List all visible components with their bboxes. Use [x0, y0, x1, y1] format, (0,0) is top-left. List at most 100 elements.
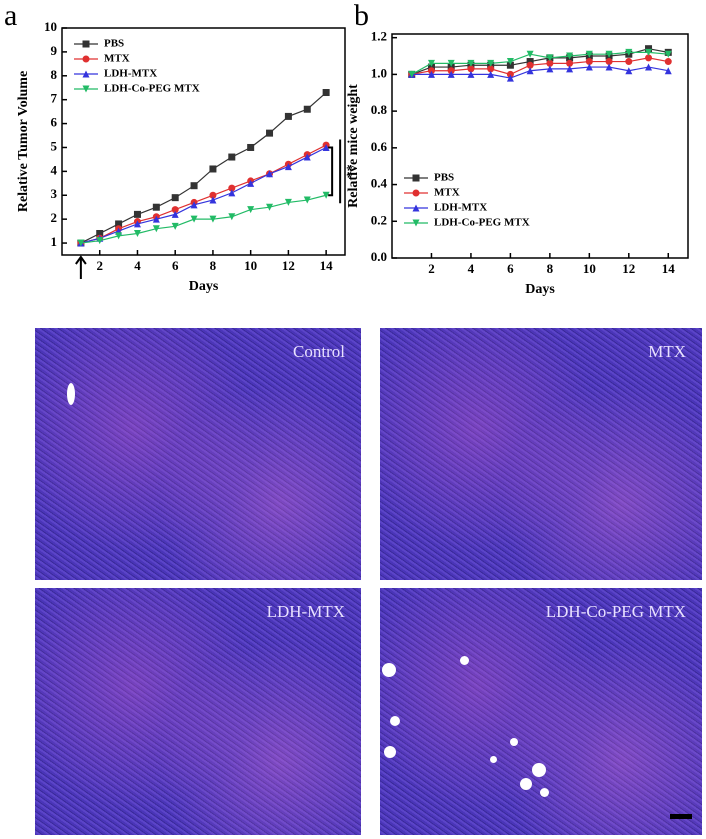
histology-image: MTX [380, 328, 702, 580]
image-label: Control [293, 342, 345, 361]
series-line [80, 146, 327, 244]
x-axis-label: Days [189, 279, 219, 294]
marker [467, 65, 475, 73]
marker [133, 220, 141, 228]
legend-label: LDH-MTX [434, 202, 487, 214]
marker [427, 70, 435, 78]
marker [447, 70, 455, 78]
plot-frame [61, 27, 346, 256]
marker [447, 63, 455, 71]
marker [412, 189, 420, 197]
marker [209, 196, 217, 204]
marker [427, 67, 435, 75]
marker [447, 59, 455, 67]
histology-image: LDH-Co-PEG MTX [380, 588, 702, 835]
marker [664, 50, 672, 58]
marker [209, 165, 217, 173]
marker [487, 70, 495, 78]
marker [228, 184, 236, 192]
legend-label: LDH-Co-PEG MTX [434, 217, 530, 229]
marker [506, 70, 514, 78]
histology-image: LDH-MTX [35, 588, 361, 835]
marker [82, 40, 90, 48]
x-tick-label: 10 [583, 261, 596, 276]
y-tick-label: 1.0 [371, 65, 387, 80]
marker [190, 215, 198, 223]
marker [209, 215, 217, 223]
marker [266, 170, 274, 178]
marker [566, 52, 574, 60]
marker [266, 129, 274, 137]
marker [625, 58, 633, 66]
marker [645, 48, 653, 56]
marker [284, 163, 292, 171]
marker [303, 153, 311, 161]
y-axis-label: Relative mice weight [346, 84, 361, 208]
y-tick-label: 0.8 [371, 102, 388, 117]
marker [152, 225, 160, 233]
x-tick-label: 6 [507, 261, 514, 276]
x-tick-label: 6 [172, 258, 179, 273]
marker [228, 153, 236, 161]
marker [585, 63, 593, 71]
marker [664, 67, 672, 75]
annotation: ** [339, 164, 354, 178]
marker [133, 229, 141, 237]
marker [546, 59, 554, 67]
legend-label: LDH-Co-PEG MTX [104, 83, 200, 95]
legend-label: LDH-MTX [104, 68, 157, 80]
x-tick-label: 10 [244, 258, 257, 273]
y-tick-label: 0.4 [371, 176, 388, 191]
marker [82, 85, 90, 93]
y-tick-label: 0.6 [371, 139, 388, 154]
x-tick-label: 12 [622, 261, 635, 276]
marker [82, 70, 90, 78]
y-tick-label: 0.0 [371, 249, 387, 264]
plot-frame [391, 33, 689, 259]
marker [506, 61, 514, 69]
marker [228, 189, 236, 197]
significance-bracket [328, 139, 342, 204]
marker [427, 63, 435, 71]
marker [247, 179, 255, 187]
x-tick-label: 8 [547, 261, 554, 276]
legend-label: MTX [104, 53, 130, 65]
marker [427, 59, 435, 67]
marker [447, 67, 455, 75]
y-tick-label: 9 [51, 43, 58, 58]
marker [115, 220, 123, 228]
marker [322, 89, 330, 97]
marker [412, 174, 420, 182]
marker [171, 194, 179, 202]
series-line [411, 51, 669, 75]
marker [546, 65, 554, 73]
x-tick-label: 8 [210, 258, 217, 273]
marker [171, 206, 179, 214]
legend-label: PBS [104, 38, 124, 50]
histology-image: Control [35, 328, 361, 580]
marker [171, 222, 179, 230]
series-line [80, 194, 327, 244]
x-tick-label: 14 [320, 258, 334, 273]
panel-label: b [354, 0, 369, 32]
marker [190, 201, 198, 209]
marker [526, 58, 534, 66]
y-tick-label: 10 [44, 19, 57, 34]
x-tick-label: 14 [662, 261, 676, 276]
marker [96, 237, 104, 245]
marker [526, 61, 534, 69]
x-axis-label: Days [525, 282, 555, 297]
marker [152, 215, 160, 223]
charts: a b c 123456789102468101214DaysRelative … [4, 0, 689, 369]
marker [77, 239, 85, 247]
image-label: MTX [648, 342, 686, 361]
marker [467, 70, 475, 78]
marker [412, 219, 420, 227]
marker [645, 63, 653, 71]
y-axis-label: Relative Tumor Volume [16, 71, 31, 212]
marker [526, 67, 534, 75]
marker [322, 143, 330, 151]
marker [266, 203, 274, 211]
panel-label: a [4, 0, 17, 32]
